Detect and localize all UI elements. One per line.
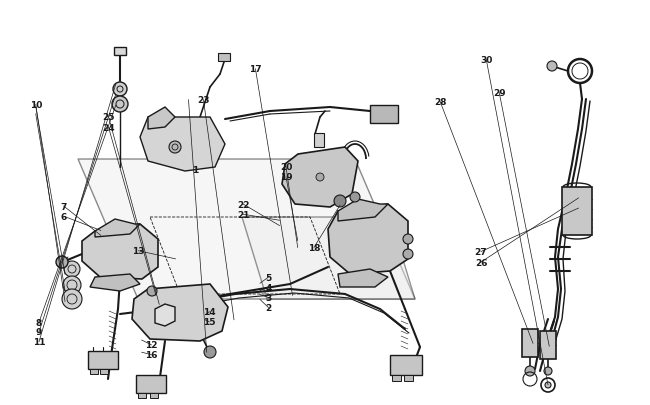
Circle shape bbox=[56, 256, 68, 269]
Bar bbox=[218, 54, 230, 62]
Bar bbox=[562, 188, 592, 235]
Bar bbox=[136, 375, 166, 393]
Circle shape bbox=[544, 367, 552, 375]
Circle shape bbox=[169, 142, 181, 153]
Text: 19: 19 bbox=[280, 173, 292, 182]
Text: 5: 5 bbox=[265, 273, 272, 282]
Circle shape bbox=[545, 382, 551, 388]
Text: 26: 26 bbox=[474, 258, 488, 267]
Text: 22: 22 bbox=[237, 200, 250, 209]
Circle shape bbox=[547, 62, 557, 72]
Polygon shape bbox=[338, 269, 388, 287]
Text: 2: 2 bbox=[265, 303, 272, 312]
Circle shape bbox=[204, 346, 216, 358]
Text: 1: 1 bbox=[192, 166, 198, 175]
Circle shape bbox=[316, 174, 324, 181]
Text: 7: 7 bbox=[60, 202, 67, 211]
Text: 29: 29 bbox=[493, 89, 506, 98]
Circle shape bbox=[403, 234, 413, 244]
Text: 25: 25 bbox=[102, 113, 115, 122]
Polygon shape bbox=[328, 205, 408, 274]
Text: 16: 16 bbox=[145, 350, 158, 359]
Bar bbox=[314, 134, 324, 148]
Bar bbox=[348, 217, 358, 231]
Text: 14: 14 bbox=[203, 307, 216, 316]
Bar bbox=[390, 355, 422, 375]
Polygon shape bbox=[95, 220, 140, 237]
Bar bbox=[404, 375, 413, 381]
Circle shape bbox=[334, 196, 346, 207]
Polygon shape bbox=[148, 108, 175, 130]
Bar bbox=[114, 48, 126, 56]
Bar bbox=[138, 393, 146, 398]
Text: 28: 28 bbox=[434, 98, 447, 107]
Bar bbox=[88, 351, 118, 369]
Bar bbox=[100, 369, 108, 374]
Text: 6: 6 bbox=[60, 212, 67, 221]
Polygon shape bbox=[282, 148, 358, 207]
Circle shape bbox=[62, 289, 82, 309]
Bar bbox=[370, 106, 398, 124]
Circle shape bbox=[63, 276, 81, 294]
Text: 24: 24 bbox=[102, 124, 115, 132]
Circle shape bbox=[350, 192, 360, 202]
Bar bbox=[392, 375, 401, 381]
Text: 12: 12 bbox=[145, 341, 158, 350]
Circle shape bbox=[147, 286, 157, 296]
Circle shape bbox=[112, 97, 128, 113]
Text: 8: 8 bbox=[36, 318, 42, 327]
Text: 10: 10 bbox=[29, 101, 42, 110]
Polygon shape bbox=[78, 160, 415, 299]
Polygon shape bbox=[140, 118, 225, 172]
Text: 18: 18 bbox=[307, 243, 320, 252]
Text: 17: 17 bbox=[249, 65, 262, 74]
Polygon shape bbox=[155, 304, 175, 326]
Text: 27: 27 bbox=[474, 247, 488, 256]
Text: 15: 15 bbox=[203, 318, 216, 326]
Bar bbox=[540, 331, 556, 359]
Text: 3: 3 bbox=[265, 293, 272, 302]
Polygon shape bbox=[132, 284, 228, 341]
Text: 23: 23 bbox=[197, 96, 210, 105]
Text: 30: 30 bbox=[480, 55, 493, 64]
Polygon shape bbox=[242, 217, 415, 299]
Text: 21: 21 bbox=[237, 210, 250, 219]
Bar bbox=[150, 393, 158, 398]
Polygon shape bbox=[82, 224, 158, 279]
Polygon shape bbox=[338, 200, 388, 222]
Text: 13: 13 bbox=[132, 247, 145, 256]
Bar bbox=[90, 369, 98, 374]
Text: 20: 20 bbox=[280, 163, 292, 172]
Polygon shape bbox=[90, 274, 140, 291]
Bar bbox=[522, 329, 538, 357]
Circle shape bbox=[525, 366, 535, 376]
Text: 4: 4 bbox=[265, 283, 272, 292]
Circle shape bbox=[113, 83, 127, 97]
Text: 11: 11 bbox=[32, 337, 46, 346]
Circle shape bbox=[64, 261, 80, 277]
Circle shape bbox=[403, 249, 413, 259]
Text: 9: 9 bbox=[36, 328, 42, 337]
